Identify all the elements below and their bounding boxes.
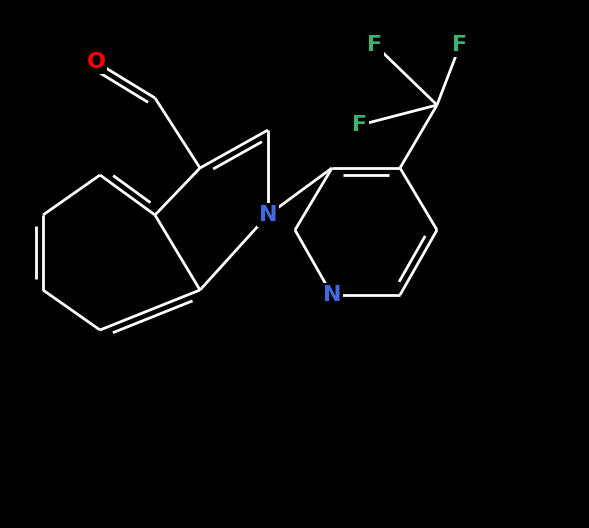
- Text: F: F: [352, 115, 368, 135]
- Text: F: F: [452, 35, 468, 55]
- Text: N: N: [323, 285, 341, 305]
- Text: O: O: [87, 52, 105, 72]
- Text: F: F: [368, 35, 383, 55]
- Text: N: N: [259, 205, 277, 225]
